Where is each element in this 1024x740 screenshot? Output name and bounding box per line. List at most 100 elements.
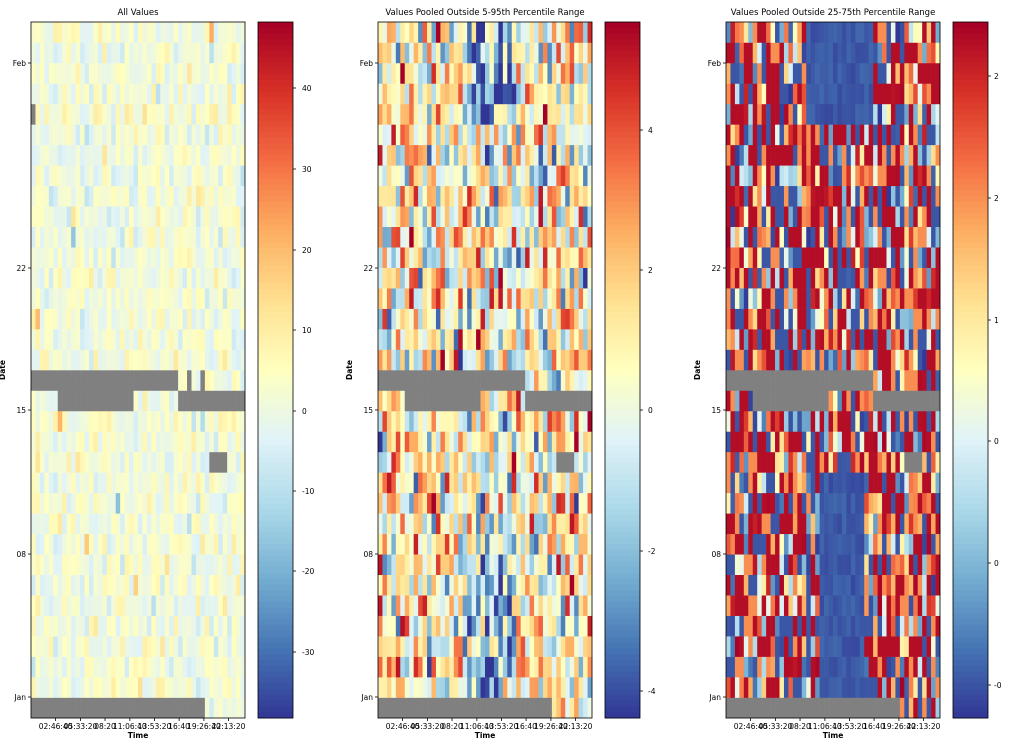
heatmap-cell <box>213 83 219 105</box>
heatmap-cell <box>391 370 397 391</box>
colorbar-segment <box>605 642 640 649</box>
colorbar-segment <box>605 694 640 701</box>
heatmap-cell <box>382 42 388 64</box>
heatmap-cell <box>71 390 76 412</box>
heatmap-cell <box>908 267 914 289</box>
heatmap-cell <box>222 431 228 453</box>
heatmap-cell <box>31 533 36 555</box>
heatmap-cell <box>899 697 905 719</box>
heatmap-cell <box>560 431 566 453</box>
heatmap-cell <box>160 472 166 494</box>
heatmap-cell <box>169 492 174 514</box>
heatmap-cell <box>71 206 76 228</box>
heatmap-cell <box>864 267 869 289</box>
heatmap-cell <box>833 636 838 657</box>
heatmap-cell <box>182 288 188 309</box>
heatmap-cell <box>868 451 874 473</box>
heatmap-cell <box>538 513 544 535</box>
heatmap-cell <box>204 370 210 391</box>
heatmap-cell <box>169 329 174 350</box>
heatmap-cell <box>449 62 455 84</box>
heatmap-cell <box>178 574 183 596</box>
heatmap-cell <box>542 513 548 535</box>
heatmap-cell <box>525 554 530 576</box>
heatmap-cell <box>547 697 553 719</box>
heatmap-cell <box>739 390 745 412</box>
heatmap-cell <box>160 206 166 228</box>
heatmap-cell <box>422 390 428 412</box>
heatmap-cell <box>480 62 486 84</box>
heatmap-cell <box>395 410 401 432</box>
heatmap-cell <box>480 226 486 248</box>
heatmap-cell <box>801 492 807 514</box>
heatmap-cell <box>525 329 530 350</box>
heatmap-cell <box>400 410 406 432</box>
heatmap-cell <box>748 554 754 576</box>
heatmap-cell <box>815 267 820 289</box>
colorbar-segment <box>605 172 640 179</box>
heatmap-cell <box>493 492 499 514</box>
colorbar-segment <box>258 85 293 92</box>
heatmap-cell <box>409 185 414 207</box>
heatmap-cell <box>739 677 745 698</box>
heatmap-cell <box>169 62 174 84</box>
heatmap-cell <box>386 595 392 616</box>
heatmap-cell <box>435 656 441 678</box>
heatmap-cell <box>231 472 237 494</box>
colorbar-segment <box>605 352 640 359</box>
heatmap-cell <box>569 677 575 698</box>
heatmap-cell <box>846 677 852 698</box>
heatmap-cell <box>195 124 201 146</box>
colorbar-tick-label: 30 <box>302 165 312 174</box>
x-tick-label: 22:13:20 <box>212 722 246 731</box>
heatmap-cell <box>846 574 852 596</box>
heatmap-cell <box>489 656 495 678</box>
heatmap-cell <box>471 554 477 576</box>
heatmap-cell <box>66 62 72 84</box>
heatmap-cell <box>489 595 495 616</box>
colorbar-segment <box>258 387 293 394</box>
heatmap-cell <box>841 288 847 309</box>
heatmap-cell <box>467 288 472 309</box>
heatmap-cell <box>57 42 63 64</box>
heatmap-cell <box>382 656 388 678</box>
heatmap-cell <box>792 451 798 473</box>
heatmap-cell <box>240 226 246 248</box>
heatmap-cell <box>155 206 161 228</box>
heatmap-cell <box>124 206 130 228</box>
heatmap-cell <box>476 554 481 576</box>
heatmap-cell <box>84 390 90 412</box>
heatmap-cell <box>583 62 588 84</box>
heatmap-cell <box>57 431 63 453</box>
colorbar-segment <box>605 491 640 498</box>
heatmap-cell <box>761 554 767 576</box>
heatmap-cell <box>855 288 861 309</box>
heatmap-cell <box>422 124 428 146</box>
heatmap-cell <box>922 656 927 678</box>
heatmap-cell <box>730 636 736 657</box>
heatmap-cell <box>810 492 816 514</box>
heatmap-cell <box>57 390 63 412</box>
heatmap-cell <box>395 83 401 105</box>
heatmap-cell <box>493 22 499 43</box>
heatmap-cell <box>529 349 535 371</box>
heatmap-cell <box>485 103 490 125</box>
heatmap-cell <box>908 288 914 309</box>
heatmap-cell <box>931 185 936 207</box>
heatmap-cell <box>868 615 874 637</box>
heatmap-cell <box>80 124 85 146</box>
heatmap-cell <box>66 42 72 64</box>
heatmap-cell <box>587 267 593 289</box>
heatmap-cell <box>775 226 780 248</box>
heatmap-cell <box>93 390 99 412</box>
heatmap-cell <box>837 472 843 494</box>
heatmap-cell <box>797 144 803 166</box>
heatmap-cell <box>213 656 219 678</box>
heatmap-cell <box>828 144 834 166</box>
heatmap-cell <box>587 697 593 719</box>
heatmap-cell <box>511 349 517 371</box>
heatmap-cell <box>146 62 152 84</box>
heatmap-cell <box>886 247 892 268</box>
heatmap-cell <box>467 185 472 207</box>
heatmap-cell <box>413 22 419 43</box>
